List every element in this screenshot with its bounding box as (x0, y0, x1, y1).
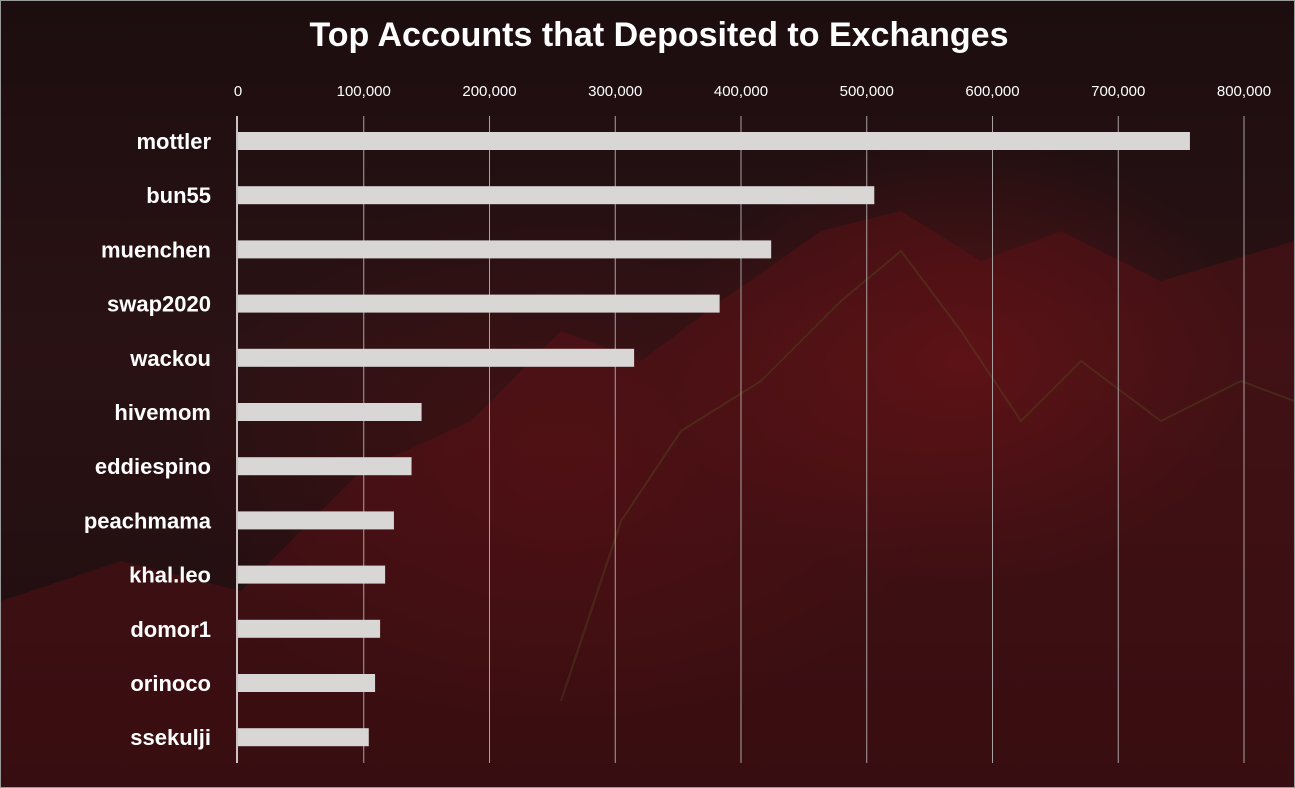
bar-wackou (238, 348, 635, 367)
bar-orinoco (238, 674, 376, 692)
x-tick-label: 700,000 (1091, 83, 1145, 100)
x-tick-label: 400,000 (714, 83, 768, 100)
bar-swap2020 (238, 294, 720, 313)
bars (238, 132, 1190, 747)
x-tick-label: 200,000 (462, 83, 516, 100)
bar-khal-leo (238, 565, 386, 584)
bar-eddiespino (238, 457, 412, 476)
x-tick-label: 300,000 (588, 83, 642, 100)
gridlines (363, 116, 1245, 763)
x-tick-label: 800,000 (1217, 83, 1271, 100)
category-label: mottler (136, 129, 211, 154)
bar-ssekulji (238, 728, 369, 747)
chart-title: Top Accounts that Deposited to Exchanges (310, 16, 1009, 54)
bar-peachmama (238, 511, 394, 530)
x-tick-label: 0 (234, 83, 242, 100)
category-label: muenchen (101, 237, 211, 262)
category-label: eddiespino (95, 454, 211, 479)
bar-muenchen (238, 240, 772, 259)
category-labels: mottler bun55 muenchen swap2020 wackou hivemo… (84, 129, 212, 750)
category-label: peachmama (84, 508, 212, 533)
category-label: bun55 (146, 183, 211, 208)
category-label: khal.leo (129, 563, 211, 588)
category-label: orinoco (130, 671, 211, 696)
category-label: wackou (129, 346, 211, 371)
category-label: swap2020 (107, 292, 211, 317)
category-label: ssekulji (130, 725, 211, 750)
bar-mottler (238, 132, 1190, 150)
category-label: hivemom (114, 400, 211, 425)
bar-domor1 (238, 619, 381, 638)
x-axis-tick-labels: 0 100,000 200,000 300,000 400,000 500,000 600,… (234, 83, 1271, 100)
x-tick-label: 600,000 (965, 83, 1019, 100)
x-tick-label: 100,000 (337, 83, 391, 100)
x-tick-label: 500,000 (840, 83, 894, 100)
bar-hivemom (238, 403, 422, 421)
category-label: domor1 (130, 617, 211, 642)
bar-bun55 (238, 186, 875, 205)
